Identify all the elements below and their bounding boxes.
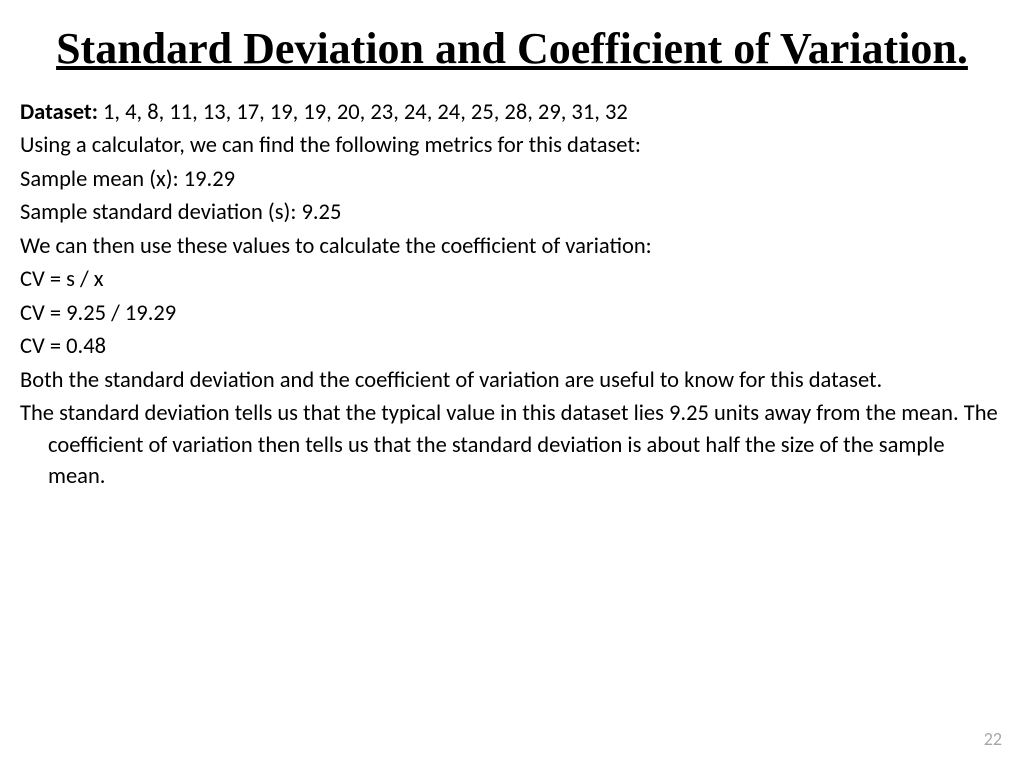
page-number: 22: [984, 728, 1002, 750]
dataset-label: Dataset:: [20, 99, 98, 126]
explanation-paragraph: The standard deviation tells us that the…: [20, 398, 1004, 493]
sd-line: Sample standard deviation (s): 9.25: [20, 197, 1004, 229]
dataset-values: 1, 4, 8, 11, 13, 17, 19, 19, 20, 23, 24,…: [98, 99, 628, 126]
intro-line: Using a calculator, we can find the foll…: [20, 130, 1004, 162]
cv-formula-line: CV = s / x: [20, 264, 1004, 296]
cv-intro-line: We can then use these values to calculat…: [20, 231, 1004, 263]
cv-substitution-line: CV = 9.25 / 19.29: [20, 298, 1004, 330]
both-useful-line: Both the standard deviation and the coef…: [20, 365, 1004, 397]
dataset-line: Dataset: 1, 4, 8, 11, 13, 17, 19, 19, 20…: [20, 97, 1004, 129]
slide-title: Standard Deviation and Coefficient of Va…: [20, 24, 1004, 75]
mean-line: Sample mean (x): 19.29: [20, 164, 1004, 196]
slide-body: Dataset: 1, 4, 8, 11, 13, 17, 19, 19, 20…: [20, 97, 1004, 493]
slide-container: Standard Deviation and Coefficient of Va…: [0, 0, 1024, 493]
cv-result-line: CV = 0.48: [20, 331, 1004, 363]
